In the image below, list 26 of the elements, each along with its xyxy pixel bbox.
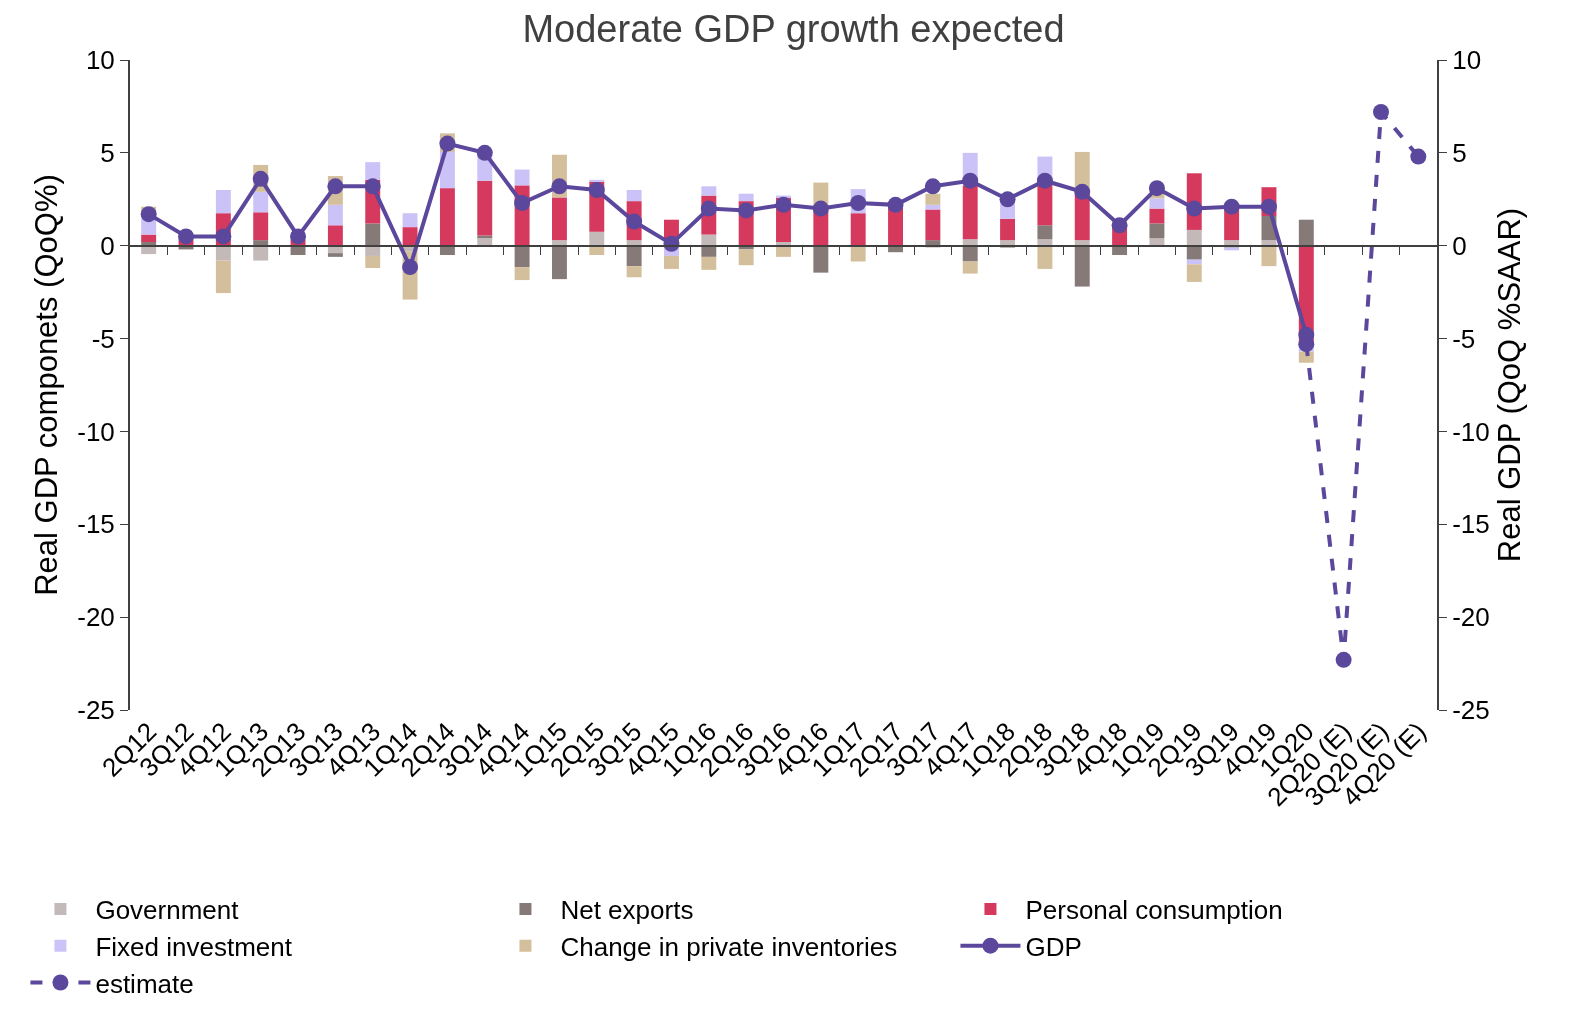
y2-tick-label: 5 [1452, 137, 1467, 168]
legend-label: Fixed investment [95, 931, 293, 962]
legend-label: Government [95, 895, 240, 926]
y-tick-label: -5 [91, 323, 115, 354]
y-tick-label: -25 [77, 695, 115, 726]
y2-tick-label: -25 [1452, 695, 1490, 726]
y2-tick-label: 0 [1452, 230, 1467, 261]
y2-tick-label: -10 [1452, 416, 1490, 447]
y-tick-label: -20 [77, 602, 115, 633]
y2-tick-label: -20 [1452, 602, 1490, 633]
chart-title: Moderate GDP growth expected [522, 7, 1065, 50]
legend-label: Personal consumption [1025, 895, 1283, 926]
legend-label: Change in private inventories [560, 931, 898, 962]
legend-label: estimate [95, 968, 194, 999]
y-tick-label: 0 [100, 230, 115, 261]
y2-tick-label: -5 [1452, 323, 1476, 354]
y-axis-title: Real GDP componets (QoQ%) [29, 174, 65, 596]
y2-tick-label: 10 [1452, 45, 1482, 76]
legend-label: Net exports [560, 895, 694, 926]
legend-label: GDP [1025, 931, 1082, 962]
y-tick-label: 10 [85, 45, 115, 76]
y-tick-label: -10 [77, 416, 115, 447]
y-tick-label: 5 [100, 137, 115, 168]
y2-tick-label: -15 [1452, 509, 1490, 540]
y-tick-label: -15 [77, 509, 115, 540]
y2-axis-title: Real GDP (QoQ %SAAR) [1492, 207, 1528, 563]
